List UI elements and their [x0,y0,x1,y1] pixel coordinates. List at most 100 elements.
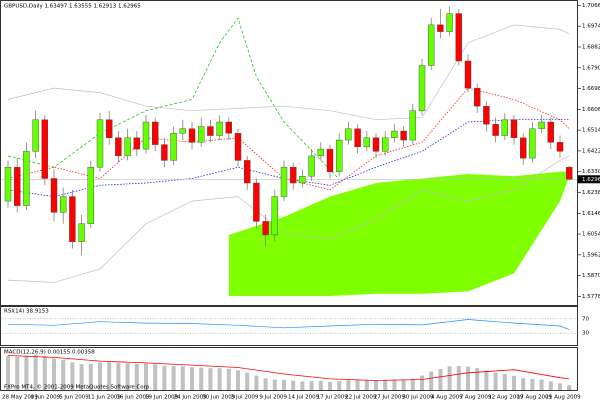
macd-bar [42,356,47,390]
candle-body [400,130,407,141]
macd-bar [447,366,452,390]
candle-body [538,121,545,129]
x-date-label: 3 Jul 2009 [231,395,259,401]
candle-body [474,87,481,107]
macd-bar [291,380,296,390]
rsi-panel-frame [0,306,578,346]
x-date-label: 19 Jun 2009 [145,395,179,401]
macd-bar [245,372,250,390]
macd-bar [484,370,489,390]
macd-bar [144,363,148,390]
y-tick-label: 1.63300 [582,169,600,175]
x-date-label: 4 Aug 2009 [431,395,463,401]
candle-body [115,137,122,157]
y-tick-label: 1.64220 [582,148,600,154]
candle-body [464,60,472,89]
macd-bar [309,381,314,390]
y-tick-label: 1.62380 [582,190,600,196]
chart-title: GBPUSD,Daily 1.63497 1.63555 1.62913 1.6… [4,4,141,10]
y-tick-label: 1.60540 [582,232,600,238]
macd-bar [456,366,461,390]
candle-body [483,105,490,125]
candle-body [23,151,30,206]
candle-body [262,221,269,236]
y-tick-label: 1.58700 [582,273,600,279]
macd-bar [116,362,121,390]
candle-body [418,65,426,111]
macd-bar [98,362,102,390]
rsi-tick-label: 30 [582,331,589,337]
candle-body [455,13,462,62]
rsi-line [7,319,570,330]
x-date-label: 27 Jul 2009 [374,395,406,401]
candle-body [446,13,453,32]
macd-bar [346,380,351,390]
macd-bar [272,379,277,390]
macd-bar [79,364,84,390]
current-price-label: 1.62965 [582,177,600,183]
candle-body [225,121,233,134]
macd-bar [125,363,130,390]
candle-body [96,119,104,168]
macd-bar [70,362,75,390]
macd-bar [236,370,240,390]
macd-bar [33,354,38,390]
macd-bar [15,356,20,390]
y-tick-label: 1.69740 [582,24,600,30]
macd-bar [6,356,10,390]
candle-body [179,128,187,134]
macd-bar [558,383,562,390]
candle-body [197,126,205,143]
candle-body [409,110,416,141]
x-date-label: 12 Aug 2009 [488,395,524,401]
macd-panel-frame [0,347,578,391]
candle-body [437,24,444,32]
main-panel-frame [0,0,578,306]
x-date-label: 17 Jul 2009 [317,395,349,401]
macd-bar [153,364,158,390]
candle-body [41,119,48,179]
macd-bar [364,379,369,390]
x-date-label: 5 Jun 2009 [59,395,89,401]
macd-bar [383,379,388,390]
candle-body [510,119,518,139]
rsi-tick-label: 70 [582,316,589,322]
candle-body [354,128,361,148]
candle-body [271,196,278,236]
copyright: FXPro MT4, © 2001-2009 MetaQuotes Softwa… [4,384,151,391]
candle-body [547,121,554,143]
candle-body [501,119,508,136]
candle-body [243,160,251,184]
x-date-label: 28 May 2009 [2,395,38,401]
indicator-line [7,17,340,180]
x-date-label: 9 Jul 2009 [259,395,287,401]
x-date-label: 17 Aug 2009 [517,395,553,401]
rsi-label: RSI(14) 38.9153 [4,309,49,315]
macd-bar [438,369,443,390]
macd-bar [61,359,66,390]
candle-body [391,130,398,139]
candle-body [280,166,288,197]
macd-bar [530,378,535,390]
macd-bar [420,375,424,390]
candle-body [32,119,39,152]
macd-bar [171,366,176,390]
macd-bar [328,381,332,390]
y-tick-label: 1.65140 [582,128,600,134]
candle-body [290,166,297,184]
candle-body [151,121,159,145]
candle-body [60,196,67,213]
y-tick-label: 1.70660 [582,3,600,9]
macd-bar [521,378,526,390]
macd-bar [539,379,544,390]
indicator-line [7,119,570,197]
candle-body [428,24,435,66]
macd-signal-line [7,355,570,381]
x-date-label: 14 Jul 2009 [288,395,320,401]
candle-body [372,137,380,152]
candle-body [87,166,95,224]
candle-body [133,137,141,150]
macd-bar [24,355,29,390]
candle-body [50,178,58,213]
